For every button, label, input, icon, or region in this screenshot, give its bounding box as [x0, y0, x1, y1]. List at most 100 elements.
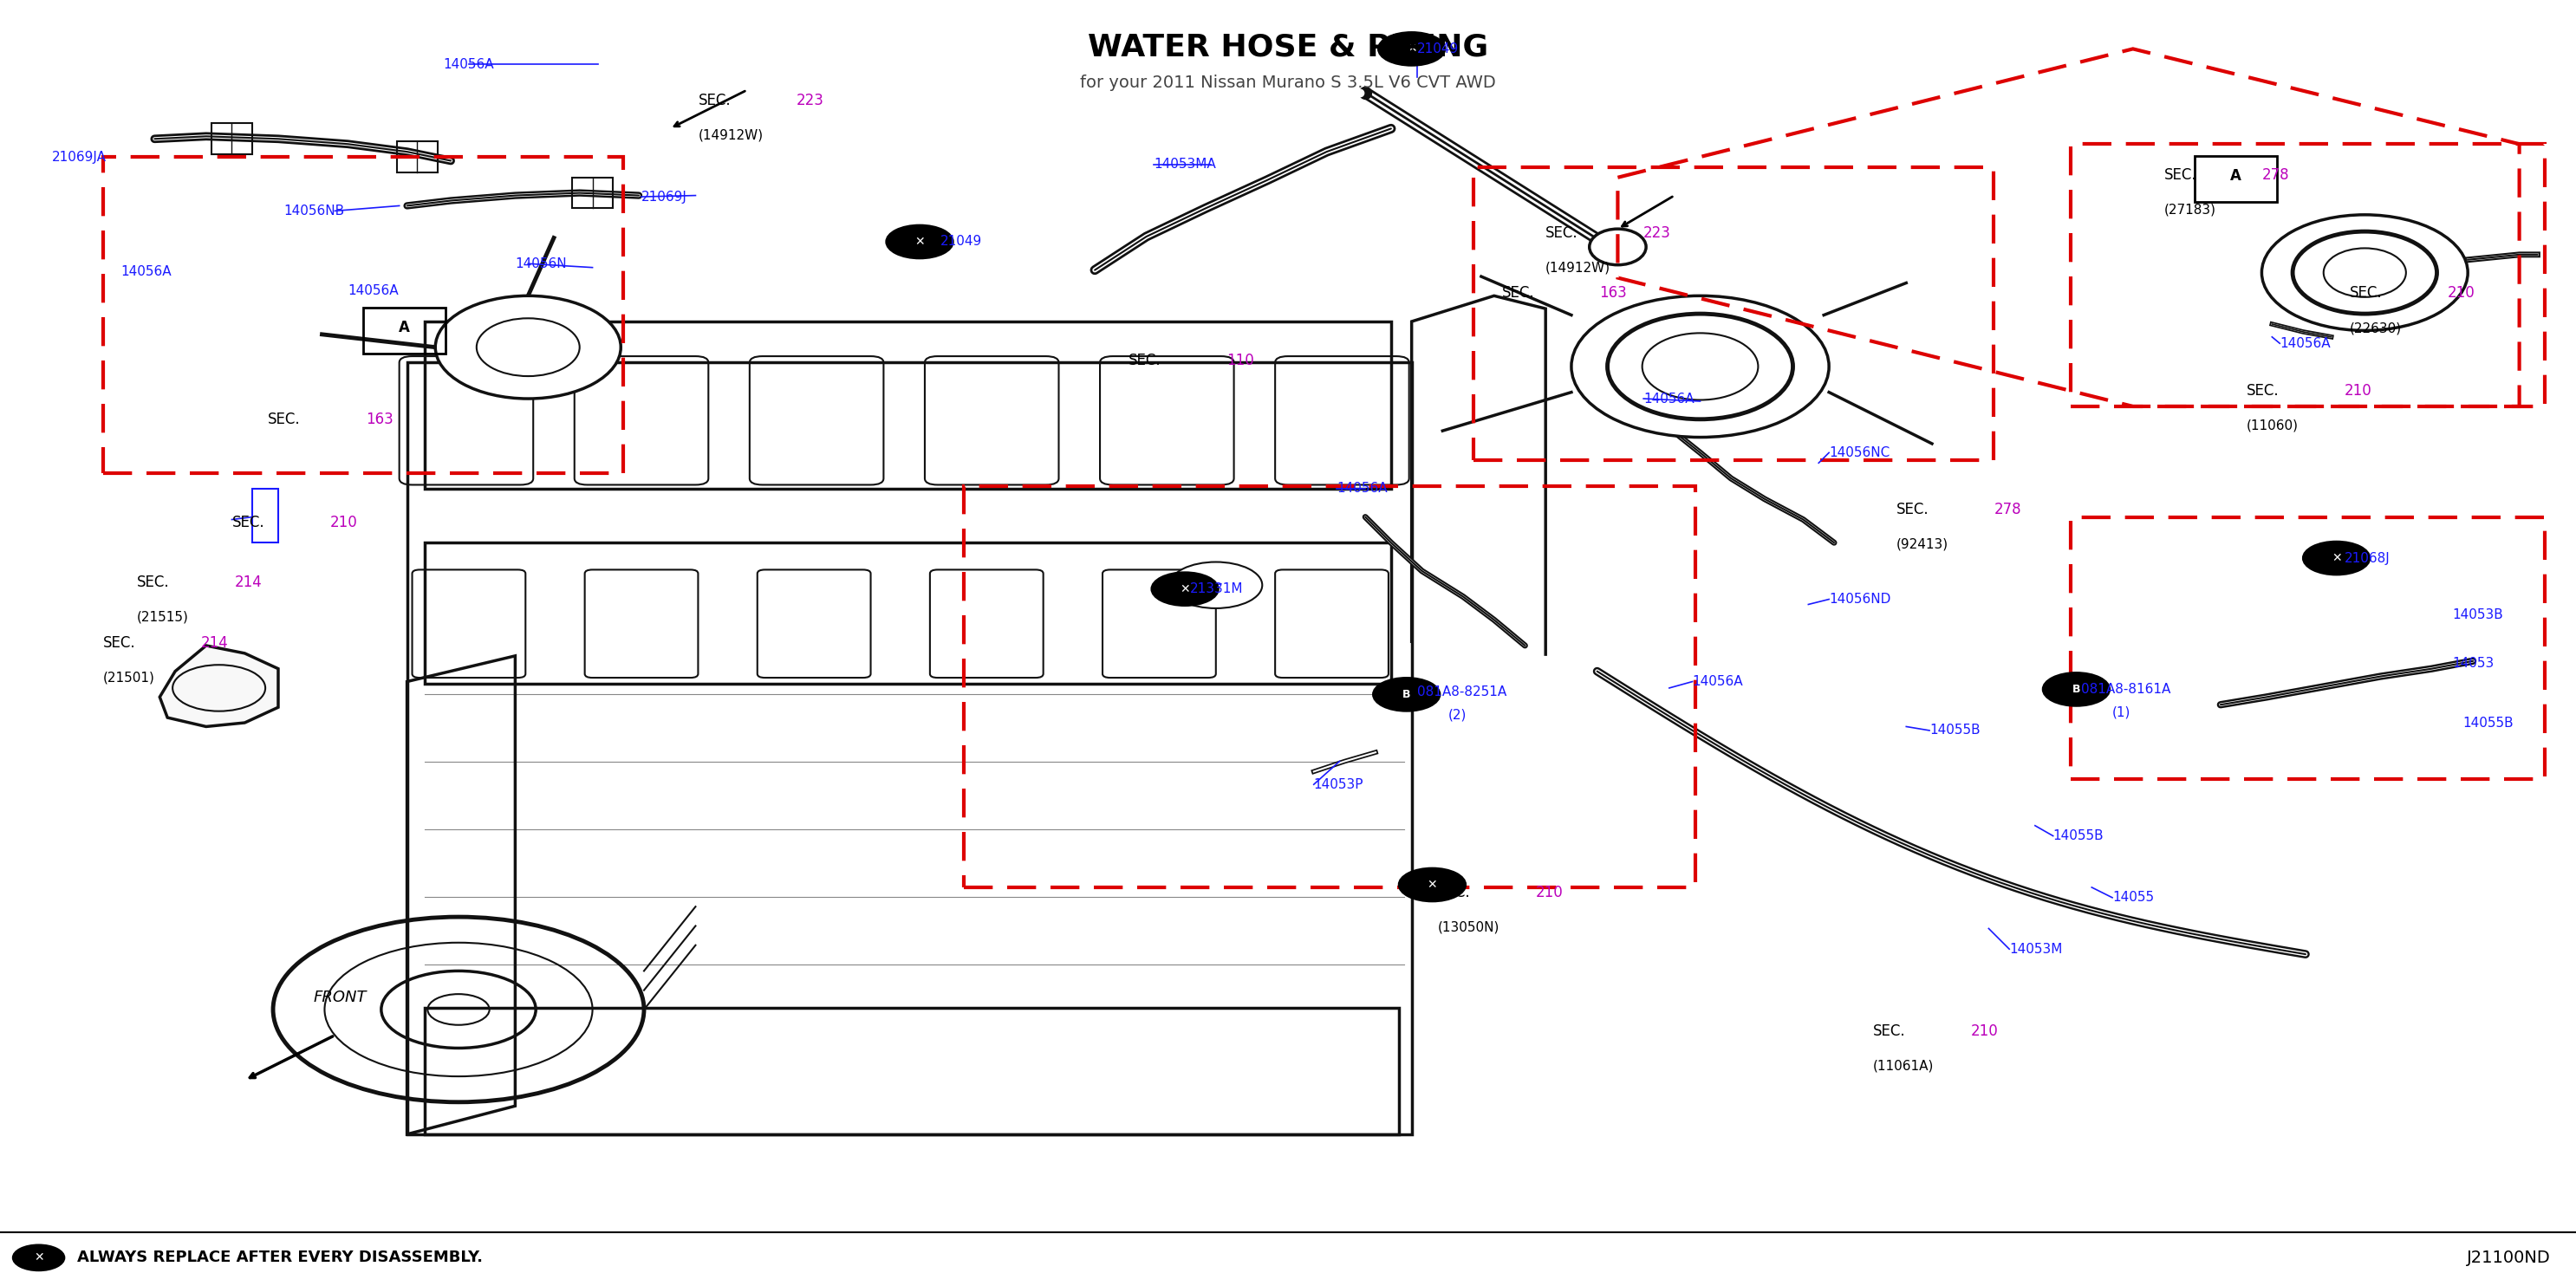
Text: 081A8-8251A: 081A8-8251A	[1417, 685, 1507, 698]
Bar	[103, 157, 623, 473]
Bar	[572, 177, 613, 208]
Text: 14056A: 14056A	[443, 58, 495, 71]
Text: 214: 214	[201, 635, 229, 651]
Ellipse shape	[1589, 229, 1646, 265]
Text: 14053P: 14053P	[1314, 778, 1363, 791]
Bar	[211, 123, 252, 154]
Text: B: B	[1401, 689, 1412, 700]
Text: (11060): (11060)	[2246, 419, 2298, 432]
Text: 214: 214	[234, 575, 263, 590]
Text: SEC.: SEC.	[2164, 167, 2197, 183]
Text: J21100ND: J21100ND	[2465, 1250, 2550, 1265]
Text: SEC.: SEC.	[1546, 225, 1579, 240]
Circle shape	[1170, 562, 1262, 608]
Bar	[963, 486, 1695, 887]
Text: 163: 163	[1600, 285, 1628, 301]
Bar	[363, 307, 446, 354]
Text: SEC.: SEC.	[137, 575, 170, 590]
Text: SEC.: SEC.	[1128, 352, 1162, 368]
Text: SEC.: SEC.	[2349, 285, 2383, 301]
Text: 210: 210	[1971, 1024, 1999, 1039]
Text: (21501): (21501)	[103, 671, 155, 684]
Text: 14055: 14055	[2112, 891, 2154, 904]
Circle shape	[1151, 572, 1218, 606]
Text: A: A	[399, 320, 410, 336]
Text: 21069JA: 21069JA	[52, 150, 106, 163]
Bar	[2071, 517, 2545, 779]
Ellipse shape	[1571, 296, 1829, 437]
Text: 223: 223	[796, 93, 824, 108]
Text: SEC.: SEC.	[1873, 1024, 1906, 1039]
Text: (2): (2)	[1448, 709, 1466, 721]
Text: 110: 110	[1226, 352, 1255, 368]
Text: ✕: ✕	[914, 235, 925, 248]
Text: 278: 278	[1994, 502, 2022, 517]
Circle shape	[1399, 868, 1466, 901]
Text: 14055B: 14055B	[1929, 724, 1981, 737]
Text: 14055B: 14055B	[2053, 829, 2105, 842]
Text: 14056A: 14056A	[2280, 337, 2331, 350]
Circle shape	[2043, 673, 2110, 706]
Circle shape	[1373, 678, 1440, 711]
Text: 223: 223	[1643, 225, 1672, 240]
Text: 278: 278	[2262, 167, 2290, 183]
Text: SEC.: SEC.	[1502, 285, 1535, 301]
Text: 14053: 14053	[2452, 657, 2494, 670]
Text: 210: 210	[330, 514, 358, 530]
Text: for your 2011 Nissan Murano S 3.5L V6 CVT AWD: for your 2011 Nissan Murano S 3.5L V6 CV…	[1079, 75, 1497, 91]
Bar	[2071, 144, 2545, 406]
Text: B: B	[2071, 684, 2081, 694]
Text: SEC.: SEC.	[2246, 383, 2280, 399]
Circle shape	[1378, 32, 1445, 66]
Text: SEC.: SEC.	[1896, 502, 1929, 517]
Text: 14053MA: 14053MA	[1154, 158, 1216, 171]
Text: 210: 210	[2447, 285, 2476, 301]
Text: ✕: ✕	[1406, 42, 1417, 55]
Text: (27183): (27183)	[2164, 203, 2215, 216]
Text: 14056A: 14056A	[348, 284, 399, 297]
Bar	[252, 489, 278, 543]
Text: (1): (1)	[2112, 706, 2130, 719]
Text: WATER HOSE & PIPING: WATER HOSE & PIPING	[1087, 32, 1489, 62]
Text: SEC.: SEC.	[698, 93, 732, 108]
Text: ✕: ✕	[1427, 878, 1437, 891]
Text: 21068J: 21068J	[2344, 552, 2391, 565]
Text: A: A	[2231, 168, 2241, 184]
Text: 14053M: 14053M	[2009, 943, 2063, 955]
Text: 163: 163	[366, 412, 394, 427]
Text: 14056A: 14056A	[1692, 675, 1744, 688]
Text: (92413): (92413)	[1896, 538, 1947, 550]
Circle shape	[13, 1245, 64, 1271]
Text: 14056NC: 14056NC	[1829, 446, 1891, 459]
Text: 14055B: 14055B	[2463, 716, 2514, 729]
Ellipse shape	[2262, 215, 2468, 331]
Text: SEC.: SEC.	[1437, 885, 1471, 900]
Text: 14056A: 14056A	[1643, 392, 1695, 405]
Ellipse shape	[435, 296, 621, 399]
Text: 14056A: 14056A	[121, 265, 173, 278]
Text: 210: 210	[1535, 885, 1564, 900]
Text: ALWAYS REPLACE AFTER EVERY DISASSEMBLY.: ALWAYS REPLACE AFTER EVERY DISASSEMBLY.	[77, 1250, 482, 1265]
Text: 21069J: 21069J	[641, 190, 688, 203]
Text: 14056NB: 14056NB	[283, 204, 345, 217]
Bar	[397, 141, 438, 172]
Polygon shape	[160, 646, 278, 727]
Text: (13050N): (13050N)	[1437, 921, 1499, 934]
Circle shape	[2303, 541, 2370, 575]
Text: 21049: 21049	[940, 235, 981, 248]
Text: 21049: 21049	[1417, 42, 1458, 55]
Text: ✕: ✕	[33, 1251, 44, 1264]
Bar	[1473, 167, 1994, 460]
Text: SEC.: SEC.	[268, 412, 301, 427]
Text: 14056ND: 14056ND	[1829, 593, 1891, 606]
Text: (22630): (22630)	[2349, 322, 2401, 334]
Text: FRONT: FRONT	[314, 990, 366, 1006]
Text: 14056N: 14056N	[515, 257, 567, 270]
Text: (14912W): (14912W)	[1546, 261, 1610, 274]
Text: ✕: ✕	[2331, 552, 2342, 565]
Text: 081A8-8161A: 081A8-8161A	[2081, 683, 2172, 696]
Bar	[2195, 156, 2277, 202]
Text: SEC.: SEC.	[232, 514, 265, 530]
Text: (14912W): (14912W)	[698, 129, 762, 141]
Text: 14053B: 14053B	[2452, 608, 2504, 621]
